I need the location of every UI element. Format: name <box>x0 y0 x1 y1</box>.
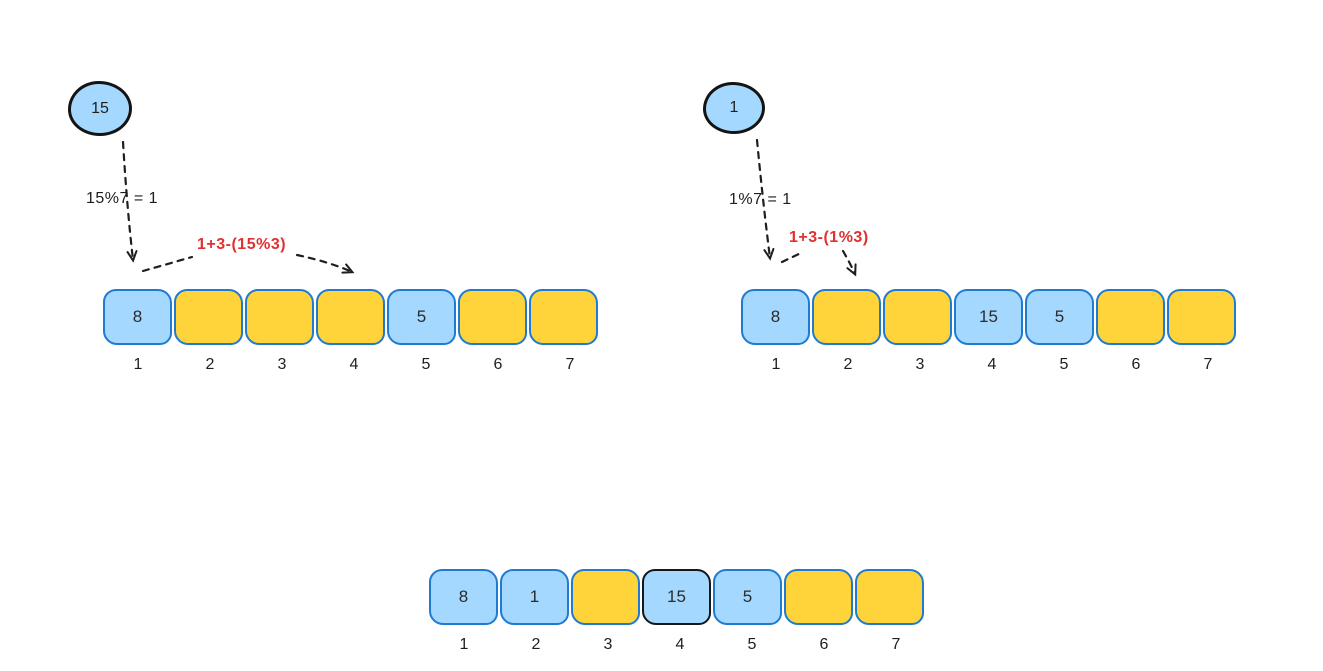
array-cell: 1 <box>500 569 569 625</box>
array-cell: 5 <box>387 289 456 345</box>
index-label: 2 <box>531 636 541 653</box>
array-cell <box>174 289 243 345</box>
index-label: 5 <box>1059 356 1069 373</box>
array-cell: 8 <box>429 569 498 625</box>
cell-value: 5 <box>416 307 427 326</box>
connector-probe-right <box>780 250 805 264</box>
index-label: 7 <box>1203 356 1213 373</box>
cell-value: 5 <box>742 587 753 606</box>
array-cell <box>855 569 924 625</box>
hash-array-right-cells: 8 15 5 <box>741 289 1243 345</box>
key-circle-15: 15 <box>68 81 132 136</box>
cell-value: 8 <box>770 307 781 326</box>
array-cell <box>571 569 640 625</box>
array-cell: 8 <box>103 289 172 345</box>
index-label: 4 <box>987 356 997 373</box>
arrow-probe-right <box>841 249 857 277</box>
array-cell: 15 <box>642 569 711 625</box>
key-circle-1: 1 <box>703 82 765 134</box>
index-label: 6 <box>493 356 503 373</box>
hash-array-left-labels: 1 2 3 4 5 6 7 <box>103 356 605 374</box>
hash-array-result-labels: 1 2 3 4 5 6 7 <box>429 636 931 654</box>
index-label: 7 <box>565 356 575 373</box>
array-cell: 5 <box>1025 289 1094 345</box>
hash-array-result-cells: 8 1 15 5 <box>429 569 931 625</box>
hash-formula-right: 1%7 = 1 <box>729 191 792 208</box>
index-label: 2 <box>843 356 853 373</box>
hash-array-left: 8 5 1 2 3 4 5 6 7 <box>103 289 605 374</box>
probe-formula-right: 1+3-(1%3) <box>789 229 869 246</box>
array-cell <box>245 289 314 345</box>
hash-array-right-labels: 1 2 3 4 5 6 7 <box>741 356 1243 374</box>
array-cell <box>883 289 952 345</box>
index-label: 5 <box>747 636 757 653</box>
cell-value: 15 <box>667 587 686 606</box>
index-label: 3 <box>603 636 613 653</box>
connector-probe-left <box>141 255 194 273</box>
hash-array-right: 8 15 5 1 2 3 4 5 6 7 <box>741 289 1243 374</box>
hash-formula-left: 15%7 = 1 <box>86 190 159 207</box>
key-circle-1-value: 1 <box>729 99 739 116</box>
index-label: 1 <box>459 636 469 653</box>
index-label: 4 <box>675 636 685 653</box>
array-cell <box>458 289 527 345</box>
array-cell <box>1096 289 1165 345</box>
probe-formula-left: 1+3-(15%3) <box>197 236 287 253</box>
index-label: 2 <box>205 356 215 373</box>
array-cell <box>812 289 881 345</box>
cell-value: 1 <box>529 587 540 606</box>
array-cell: 8 <box>741 289 810 345</box>
hash-array-result: 8 1 15 5 1 2 3 4 5 6 7 <box>429 569 931 654</box>
cell-value: 8 <box>132 307 143 326</box>
index-label: 1 <box>133 356 143 373</box>
array-cell <box>784 569 853 625</box>
key-circle-15-value: 15 <box>91 99 109 117</box>
cell-value: 5 <box>1054 307 1065 326</box>
cell-value: 15 <box>979 307 998 326</box>
index-label: 3 <box>915 356 925 373</box>
array-cell <box>1167 289 1236 345</box>
arrow-probe-left <box>295 253 355 274</box>
index-label: 7 <box>891 636 901 653</box>
index-label: 1 <box>771 356 781 373</box>
index-label: 3 <box>277 356 287 373</box>
index-label: 4 <box>349 356 359 373</box>
array-cell <box>529 289 598 345</box>
hash-array-left-cells: 8 5 <box>103 289 605 345</box>
index-label: 6 <box>819 636 829 653</box>
array-cell: 15 <box>954 289 1023 345</box>
index-label: 5 <box>421 356 431 373</box>
index-label: 6 <box>1131 356 1141 373</box>
array-cell: 5 <box>713 569 782 625</box>
cell-value: 8 <box>458 587 469 606</box>
array-cell <box>316 289 385 345</box>
